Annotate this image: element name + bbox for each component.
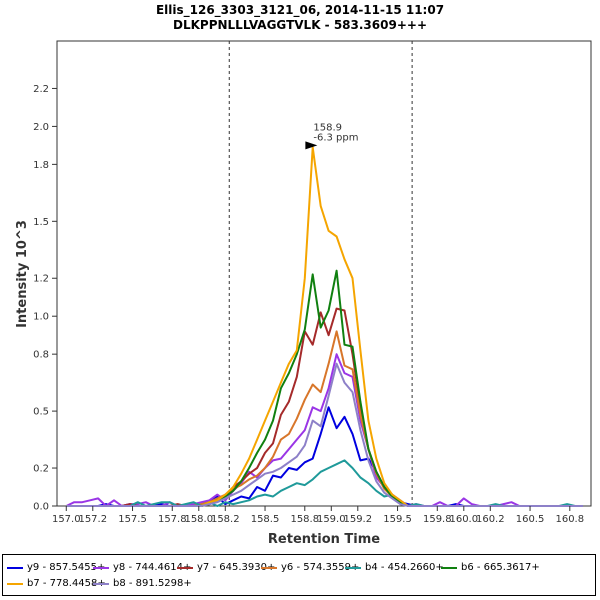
legend-swatch — [93, 582, 109, 585]
x-tick-label: 160.0 — [449, 514, 478, 525]
x-tick-label: 159.5 — [383, 514, 412, 525]
x-tick-label: 157.8 — [158, 514, 187, 525]
x-tick-label: 157.5 — [118, 514, 147, 525]
legend-label: b7 - 778.4458+ — [27, 578, 106, 589]
y-tick-label: 0.5 — [33, 407, 49, 418]
legend-swatch — [441, 566, 457, 569]
x-tick-label: 159.2 — [343, 514, 372, 525]
legend-item: b7 - 778.4458+ — [7, 578, 106, 589]
y-tick-label: 2.0 — [33, 122, 49, 133]
peak-annotation: 158.9 -6.3 ppm — [305, 122, 359, 150]
legend-label: y7 - 645.3930+ — [197, 562, 276, 573]
legend-swatch — [7, 582, 23, 585]
x-tick-label: 158.0 — [184, 514, 213, 525]
x-tick-label: 157.0 — [52, 514, 81, 525]
legend-swatch — [177, 566, 193, 569]
legend-label: y6 - 574.3559+ — [281, 562, 360, 573]
y-tick-label: 1.2 — [33, 274, 49, 285]
x-tick-label: 159.0 — [317, 514, 346, 525]
series-line-8 — [66, 362, 583, 507]
x-tick-label: 160.5 — [516, 514, 545, 525]
y-tick-label: 0.8 — [33, 350, 49, 361]
y-tick-label: 0.0 — [33, 502, 49, 513]
legend: y9 - 857.5455+ y8 - 744.4614+ y7 - 645.393… — [2, 554, 596, 596]
legend-item: y8 - 744.4614+ — [93, 562, 191, 573]
peak-marker-arrow — [305, 141, 318, 150]
x-tick-label: 157.2 — [78, 514, 107, 525]
chart-subtitle: DLKPPNLLLVAGGTVLK - 583.3609+++ — [173, 18, 427, 32]
legend-swatch — [345, 566, 361, 569]
legend-item: y6 - 574.3559+ — [261, 562, 359, 573]
y-tick-label: 1.8 — [33, 160, 49, 171]
legend-item: y9 - 857.5455+ — [7, 562, 105, 573]
y-axis: 0.0 0.2 0.5 0.8 1.0 1.2 1.5 1.8 2.0 2.2 — [33, 84, 57, 513]
y-tick-label: 1.5 — [33, 217, 49, 228]
legend-label: y8 - 744.4614+ — [113, 562, 192, 573]
plot-area — [56, 40, 592, 507]
peak-annotation-ppm: -6.3 ppm — [313, 132, 358, 143]
x-tick-label: 160.2 — [476, 514, 505, 525]
peak-annotation-rt: 158.9 — [313, 122, 342, 133]
y-tick-label: 1.0 — [33, 312, 49, 323]
x-tick-label: 158.2 — [211, 514, 240, 525]
legend-label: b8 - 891.5298+ — [113, 578, 192, 589]
series-line-5 — [66, 459, 583, 507]
x-tick-label: 158.5 — [251, 514, 280, 525]
x-tick-label: 158.8 — [290, 514, 319, 525]
y-axis-label: Intensity 10^3 — [15, 220, 30, 328]
legend-label: y9 - 857.5455+ — [27, 562, 106, 573]
legend-item: b8 - 891.5298+ — [93, 578, 192, 589]
series-group — [65, 146, 583, 507]
x-tick-label: 160.8 — [555, 514, 584, 525]
legend-swatch — [261, 566, 277, 569]
legend-label: b4 - 454.2660+ — [365, 562, 444, 573]
legend-item: b6 - 665.3617+ — [441, 562, 540, 573]
x-axis-label: Retention Time — [268, 532, 380, 547]
y-tick-label: 0.2 — [33, 464, 49, 475]
chart-title: Ellis_126_3303_3121_06, 2014-11-15 11:07 — [155, 3, 445, 17]
legend-item: b4 - 454.2660+ — [345, 562, 444, 573]
legend-item: y7 - 645.3930+ — [177, 562, 275, 573]
legend-swatch — [93, 566, 109, 569]
x-tick-label: 159.8 — [423, 514, 452, 525]
legend-label: b6 - 665.3617+ — [461, 562, 540, 573]
y-tick-label: 2.2 — [33, 84, 49, 95]
legend-swatch — [7, 566, 23, 569]
